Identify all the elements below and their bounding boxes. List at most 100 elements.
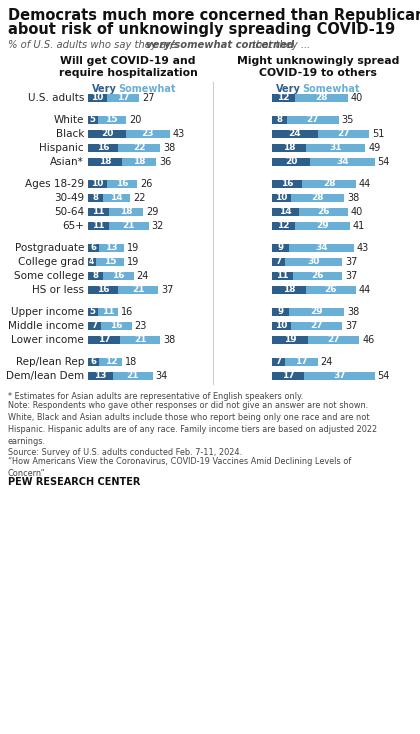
- Text: Might unknowingly spread: Might unknowingly spread: [237, 56, 399, 66]
- Bar: [272, 208, 299, 216]
- Bar: [289, 244, 354, 252]
- Bar: [295, 94, 348, 102]
- Text: 28: 28: [315, 93, 328, 103]
- Bar: [107, 180, 137, 188]
- Text: 24: 24: [320, 357, 333, 367]
- Text: 17: 17: [282, 371, 294, 380]
- Bar: [88, 222, 109, 230]
- Bar: [88, 322, 101, 330]
- Text: 10: 10: [276, 321, 288, 330]
- Bar: [96, 258, 124, 266]
- Text: 17: 17: [98, 335, 110, 344]
- Bar: [103, 272, 134, 280]
- Text: Rep/lean Rep: Rep/lean Rep: [16, 357, 84, 367]
- Bar: [299, 208, 348, 216]
- Text: 16: 16: [97, 286, 110, 294]
- Text: 5: 5: [90, 308, 96, 316]
- Bar: [272, 322, 291, 330]
- Text: 34: 34: [155, 371, 168, 381]
- Bar: [272, 194, 291, 202]
- Text: 5: 5: [90, 115, 96, 125]
- Text: Very: Very: [276, 84, 301, 94]
- Text: 17: 17: [117, 93, 129, 103]
- Text: require hospitalization: require hospitalization: [58, 68, 197, 78]
- Text: Note: Respondents who gave other responses or did not give an answer are not sho: Note: Respondents who gave other respons…: [8, 401, 377, 446]
- Text: 37: 37: [161, 285, 174, 295]
- Text: 37: 37: [333, 371, 346, 380]
- Text: 15: 15: [105, 115, 118, 125]
- Text: 6: 6: [91, 244, 97, 252]
- Text: 38: 38: [163, 143, 176, 153]
- Bar: [88, 372, 113, 380]
- Text: 11: 11: [92, 222, 105, 230]
- Text: 27: 27: [328, 335, 340, 344]
- Bar: [302, 180, 356, 188]
- Text: 15: 15: [104, 258, 116, 266]
- Text: 20: 20: [101, 129, 113, 139]
- Text: Upper income: Upper income: [11, 307, 84, 317]
- Text: 26: 26: [140, 179, 153, 189]
- Text: 37: 37: [345, 271, 358, 281]
- Text: 44: 44: [359, 285, 371, 295]
- Text: 36: 36: [160, 157, 172, 167]
- Text: 44: 44: [359, 179, 371, 189]
- Bar: [97, 308, 118, 316]
- Text: 9: 9: [278, 308, 284, 316]
- Text: 27: 27: [337, 129, 349, 139]
- Text: 37: 37: [345, 321, 358, 331]
- Text: 50-64: 50-64: [54, 207, 84, 217]
- Text: Somewhat: Somewhat: [302, 84, 360, 94]
- Text: Will get COVID-19 and: Will get COVID-19 and: [60, 56, 196, 66]
- Text: 49: 49: [368, 143, 381, 153]
- Text: 29: 29: [310, 308, 323, 316]
- Bar: [118, 286, 158, 294]
- Bar: [287, 116, 339, 124]
- Text: 24: 24: [289, 129, 301, 139]
- Text: 11: 11: [102, 308, 114, 316]
- Bar: [88, 208, 109, 216]
- Text: 21: 21: [123, 222, 135, 230]
- Text: 11: 11: [276, 272, 289, 280]
- Bar: [289, 308, 344, 316]
- Text: 12: 12: [277, 93, 290, 103]
- Text: 27: 27: [310, 321, 323, 330]
- Text: 14: 14: [279, 208, 291, 217]
- Text: about risk of unknowingly spreading COVID-19: about risk of unknowingly spreading COVI…: [8, 22, 395, 37]
- Text: 34: 34: [336, 158, 349, 167]
- Text: 18: 18: [120, 208, 132, 217]
- Text: 38: 38: [347, 307, 360, 317]
- Text: 17: 17: [295, 357, 308, 366]
- Text: 23: 23: [142, 129, 154, 139]
- Text: 9: 9: [278, 244, 284, 252]
- Bar: [272, 272, 293, 280]
- Text: 16: 16: [281, 180, 294, 189]
- Bar: [88, 358, 100, 366]
- Bar: [310, 158, 375, 166]
- Bar: [122, 158, 156, 166]
- Text: 32: 32: [152, 221, 164, 231]
- Text: Very: Very: [92, 84, 117, 94]
- Bar: [272, 222, 295, 230]
- Text: 18: 18: [283, 286, 295, 294]
- Text: 40: 40: [351, 207, 363, 217]
- Text: 8: 8: [277, 115, 283, 125]
- Text: 12: 12: [105, 357, 117, 366]
- Text: 18: 18: [99, 158, 111, 167]
- Text: 10: 10: [91, 180, 104, 189]
- Text: 22: 22: [133, 144, 146, 153]
- Text: Black: Black: [55, 129, 84, 139]
- Text: 13: 13: [94, 371, 107, 380]
- Text: 16: 16: [110, 321, 123, 330]
- Text: 40: 40: [351, 93, 363, 103]
- Text: PEW RESEARCH CENTER: PEW RESEARCH CENTER: [8, 477, 140, 487]
- Bar: [272, 308, 289, 316]
- Text: Source: Survey of U.S. adults conducted Feb. 7-11, 2024.: Source: Survey of U.S. adults conducted …: [8, 448, 242, 457]
- Text: 7: 7: [276, 357, 282, 366]
- Bar: [97, 116, 126, 124]
- Text: 21: 21: [134, 335, 147, 344]
- Bar: [100, 358, 122, 366]
- Text: 26: 26: [325, 286, 337, 294]
- Text: 65+: 65+: [62, 221, 84, 231]
- Bar: [88, 336, 120, 344]
- Bar: [272, 244, 289, 252]
